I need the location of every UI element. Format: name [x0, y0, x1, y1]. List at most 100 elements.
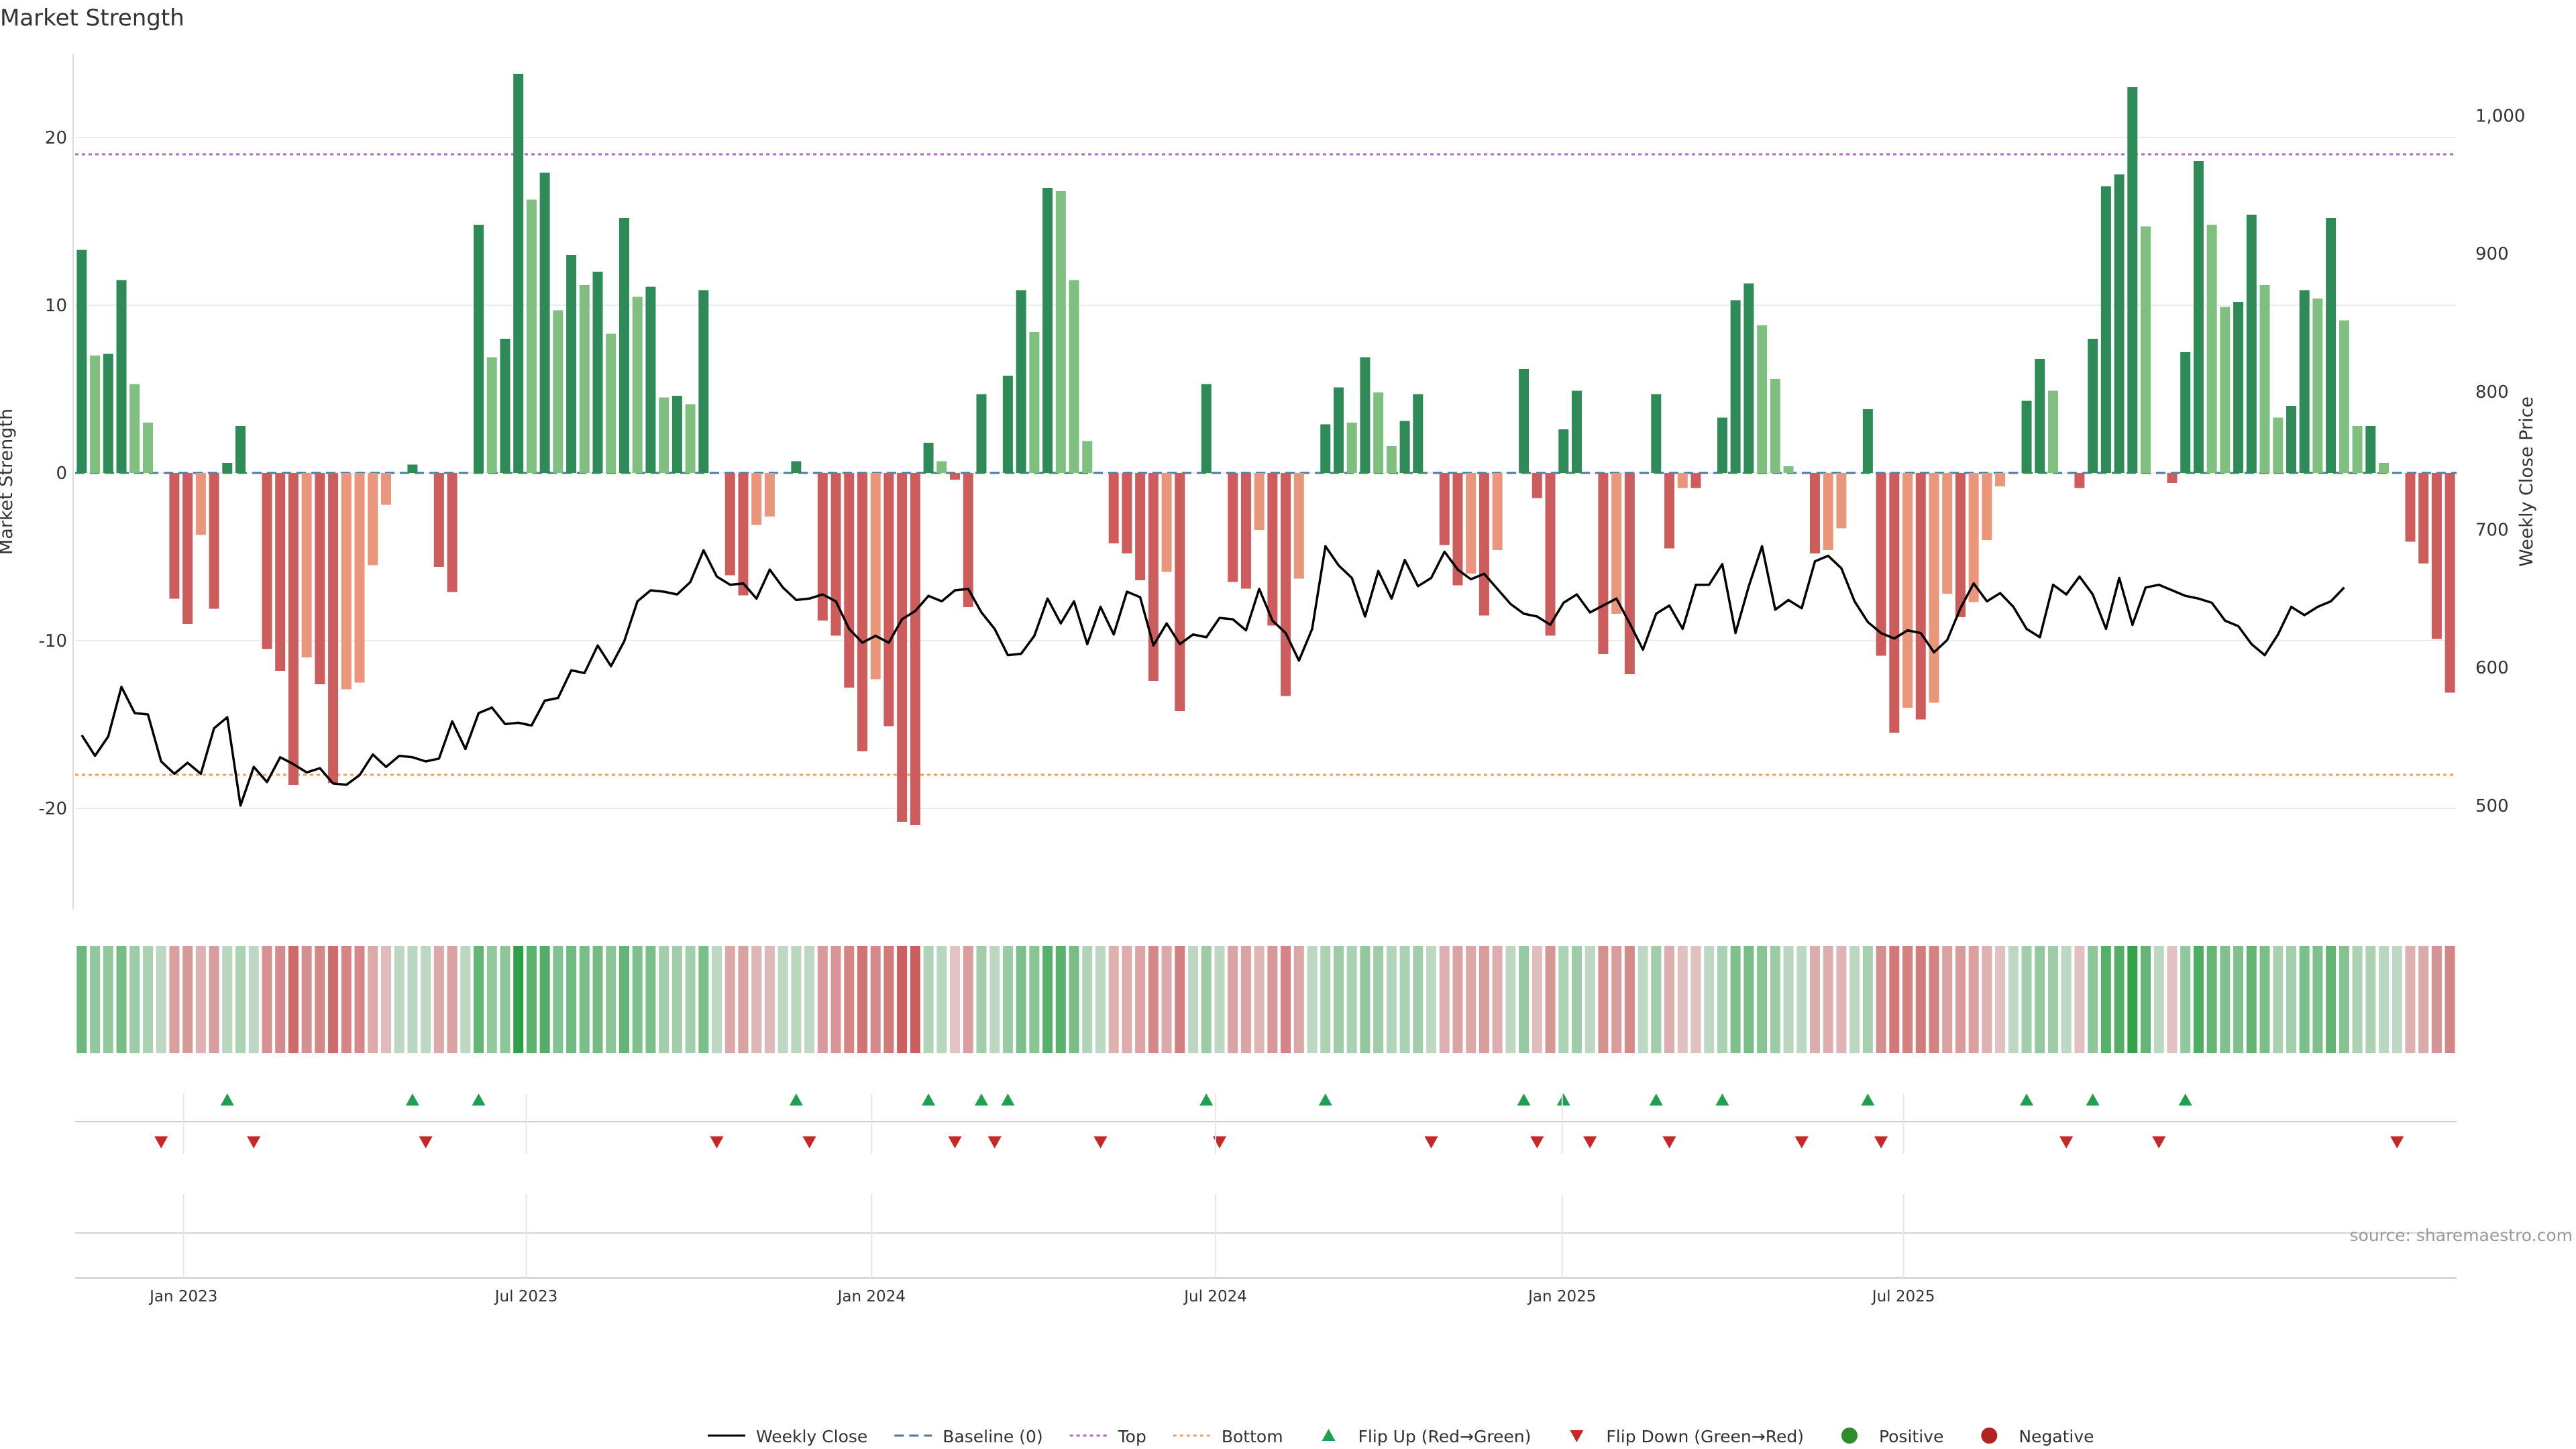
heat-cell [315, 946, 325, 1053]
legend-negative-swatch [1981, 1428, 1998, 1444]
strength-bar [1360, 357, 1371, 473]
heat-cell [2299, 946, 2310, 1053]
heat-cell [1770, 946, 1780, 1053]
heat-cell [1320, 946, 1331, 1053]
heat-cell [394, 946, 405, 1053]
heat-cell [777, 946, 788, 1053]
strength-bar [90, 356, 101, 473]
strength-bar [659, 397, 669, 473]
heat-cell [1704, 946, 1715, 1053]
strength-bar [2418, 473, 2429, 564]
heat-cell [672, 946, 682, 1053]
heat-cell [2326, 946, 2337, 1053]
heat-cell [1532, 946, 1542, 1053]
heat-cell [407, 946, 418, 1053]
strength-bar [1902, 473, 1913, 708]
flip-up-marker [789, 1093, 803, 1106]
heat-cell [632, 946, 643, 1053]
strength-bar [2114, 174, 2125, 473]
strength-bar [1823, 473, 1833, 550]
strength-bar [1664, 473, 1675, 549]
strength-heatmap-strip [76, 946, 2455, 1053]
strength-bar [672, 396, 682, 473]
strength-bar [1386, 446, 1397, 473]
weekly-close-series [80, 545, 2345, 807]
heat-cell [169, 946, 180, 1053]
heat-cell [1135, 946, 1146, 1053]
heat-cell [1240, 946, 1251, 1053]
strength-bar [1545, 473, 1556, 636]
heat-cell [1082, 946, 1093, 1053]
strength-bar [2100, 186, 2111, 473]
heat-cell [1690, 946, 1701, 1053]
strength-bar [2074, 473, 2085, 488]
flip-down-marker [419, 1136, 433, 1148]
strength-bar [2246, 215, 2257, 473]
legend-positive: Positive [1879, 1427, 1943, 1446]
heat-cell [1214, 946, 1225, 1053]
legend: Weekly Close Baseline (0) Top Bottom Flip Up… [708, 1427, 2094, 1446]
strength-bar [2326, 218, 2337, 473]
y-axis-label: Market Strength [0, 409, 17, 555]
heat-cell [2312, 946, 2323, 1053]
strength-bar [2047, 390, 2058, 473]
flip-up-marker [2178, 1093, 2192, 1106]
heat-cell [1995, 946, 2006, 1053]
heat-cell [421, 946, 431, 1053]
strength-bar [1519, 369, 1529, 473]
strength-bar [645, 286, 656, 473]
strength-bar [1942, 473, 1953, 594]
strength-bar [738, 473, 749, 596]
strength-bar [1598, 473, 1609, 654]
strength-bar [447, 473, 458, 592]
heat-cell [2445, 946, 2455, 1053]
heat-cell [1717, 946, 1727, 1053]
strength-bar [474, 225, 484, 473]
flip-down-marker [1583, 1136, 1597, 1148]
strength-bar [2141, 226, 2151, 473]
heat-cell [486, 946, 497, 1053]
flip-up-marker [1556, 1093, 1570, 1106]
heat-cell [1836, 946, 1847, 1053]
heat-cell [2021, 946, 2032, 1053]
strength-bar [2220, 307, 2231, 473]
strength-bar [1982, 473, 1992, 540]
legend-positive-swatch [1841, 1428, 1858, 1444]
flip-down-marker [802, 1136, 816, 1148]
heat-cell [2286, 946, 2296, 1053]
heat-cell [1677, 946, 1688, 1053]
strength-bar [2206, 225, 2217, 473]
strength-bar [1995, 473, 2006, 486]
strength-bar [262, 473, 272, 649]
heat-cell [976, 946, 987, 1053]
strength-bar [2259, 285, 2270, 473]
strength-bar [500, 339, 511, 473]
strength-bar [844, 473, 855, 688]
y-tick-label: -10 [39, 631, 67, 651]
y2-tick-label: 800 [2475, 382, 2509, 402]
heat-cell [1651, 946, 1662, 1053]
strength-bar [1889, 473, 1900, 733]
heat-cell [738, 946, 749, 1053]
heat-cell [1267, 946, 1278, 1053]
heat-cell [447, 946, 458, 1053]
source-note: source: sharemaestro.com [2350, 1226, 2573, 1245]
strength-bar [1677, 473, 1688, 488]
legend-flip-up: Flip Up (Red→Green) [1358, 1427, 1532, 1446]
flip-down-marker [1662, 1136, 1676, 1148]
strength-bar [1783, 466, 1794, 473]
strength-bar [1267, 473, 1278, 626]
heat-cell [857, 946, 867, 1053]
heat-cell [1783, 946, 1794, 1053]
gridlines [75, 137, 2457, 809]
heat-cell [248, 946, 259, 1053]
heat-cell [1452, 946, 1463, 1053]
strength-bar [910, 473, 920, 825]
strength-bar [764, 473, 775, 517]
strength-bar [1717, 417, 1727, 473]
flip-down-marker [987, 1136, 1002, 1148]
y-tick-label: 10 [45, 296, 67, 316]
strength-bar [354, 473, 365, 683]
heat-cell [1373, 946, 1384, 1053]
heat-cell [1029, 946, 1040, 1053]
